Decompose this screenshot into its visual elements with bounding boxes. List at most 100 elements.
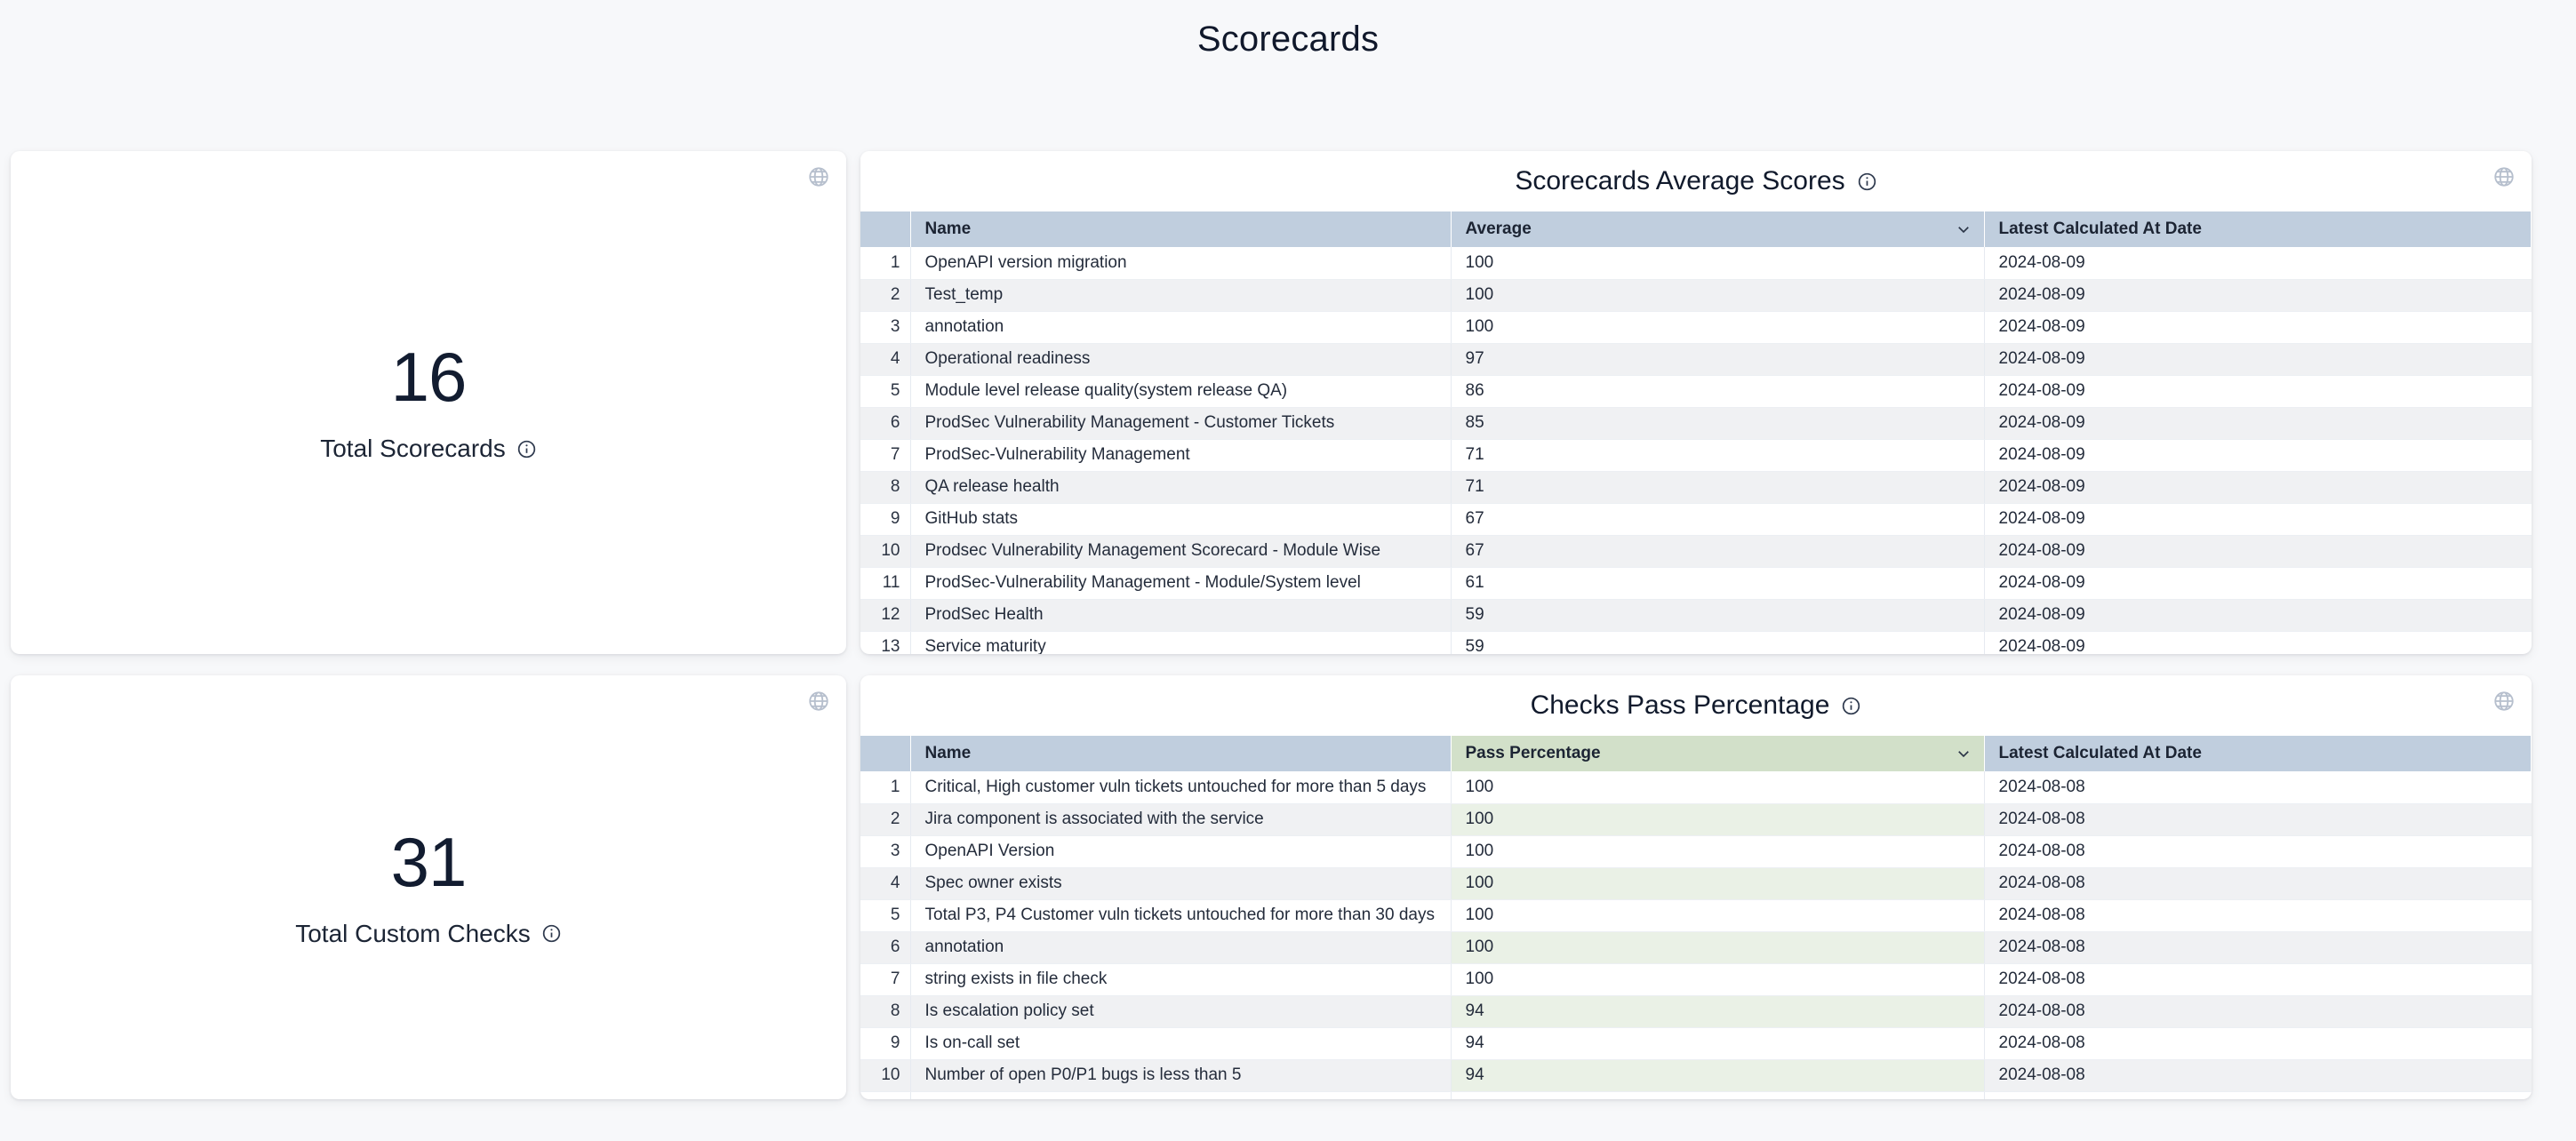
cell-date: 2024-08-08 — [1984, 963, 2532, 996]
cell-name: string exists in file check — [910, 963, 1452, 996]
kpi-card-total-custom-checks: 31 Total Custom Checks — [11, 675, 846, 1099]
cell-name: Jira component is associated with the se… — [910, 803, 1452, 836]
cell-date: 2024-08-09 — [1984, 343, 2532, 376]
table-row[interactable]: 2 Jira component is associated with the s… — [860, 803, 2532, 836]
cell-value: 85 — [1451, 407, 1985, 440]
row-index: 1 — [860, 247, 911, 280]
row-index: 5 — [860, 899, 911, 932]
kpi-label-row: Total Custom Checks — [295, 920, 562, 948]
cell-name: GitHub stats — [910, 503, 1452, 536]
column-header-latest-calculated-at-date[interactable]: Latest Calculated At Date — [1984, 736, 2532, 771]
cell-date: 2024-08-09 — [1984, 279, 2532, 312]
cell-value: 71 — [1451, 471, 1985, 504]
info-icon[interactable] — [516, 439, 537, 459]
cell-date: 2024-08-08 — [1984, 1059, 2532, 1092]
cell-date: 2024-08-08 — [1984, 771, 2532, 804]
table-row[interactable]: 10 Number of open P0/P1 bugs is less than… — [860, 1059, 2532, 1092]
cell-name: Is escalation policy set — [910, 995, 1452, 1028]
row-index: 5 — [860, 375, 911, 408]
table-row[interactable]: 8 Is escalation policy set 94 2024-08-08 — [860, 995, 2532, 1028]
cell-name: Number of open P0/P1 bugs is less than 5 — [910, 1059, 1452, 1092]
cell-date: 2024-08-09 — [1984, 631, 2532, 654]
cell-value: 59 — [1451, 599, 1985, 632]
table-row[interactable]: 7 string exists in file check 100 2024-08-0… — [860, 963, 2532, 996]
info-icon[interactable] — [1841, 696, 1861, 716]
table-card-checks-pass-percentage: Checks Pass Percentage Name — [860, 675, 2532, 1099]
table-row[interactable]: 1 OpenAPI version migration 100 2024-08-09 — [860, 247, 2532, 280]
cell-date: 2024-08-09 — [1984, 567, 2532, 600]
row-index: 2 — [860, 279, 911, 312]
globe-icon[interactable] — [2491, 688, 2517, 714]
info-icon[interactable] — [541, 923, 562, 944]
row-index: 6 — [860, 931, 911, 964]
globe-icon[interactable] — [805, 688, 832, 714]
kpi-value: 16 — [390, 338, 468, 416]
cell-value: 100 — [1451, 867, 1985, 900]
cell-name: annotation — [910, 931, 1452, 964]
row-index: 10 — [860, 535, 911, 568]
kpi-value: 31 — [390, 822, 468, 901]
table-row[interactable]: 9 Is on-call set 94 2024-08-08 — [860, 1027, 2532, 1060]
chevron-down-icon[interactable] — [1956, 746, 1972, 762]
table-row[interactable]: 5 Total P3, P4 Customer vuln tickets unto… — [860, 899, 2532, 932]
cell-name: OpenAPI version migration — [910, 247, 1452, 280]
table-row[interactable]: 2 Test_temp 100 2024-08-09 — [860, 279, 2532, 312]
cell-value: 71 — [1451, 439, 1985, 472]
table-card-header: Checks Pass Percentage — [860, 675, 2532, 736]
row-index: 9 — [860, 503, 911, 536]
cell-value: 94 — [1451, 1059, 1985, 1092]
table-card-scorecards-average-scores: Scorecards Average Scores Name — [860, 151, 2532, 654]
row-index: 11 — [860, 567, 911, 600]
row-index: 3 — [860, 835, 911, 868]
info-icon[interactable] — [1857, 172, 1877, 192]
page-title: Scorecards — [1196, 20, 1380, 59]
table-scroll-region[interactable]: Name Pass Percentage Latest Calculated A… — [860, 736, 2532, 1099]
row-index: 11 — [860, 1091, 911, 1099]
table-row[interactable]: 3 annotation 100 2024-08-09 — [860, 311, 2532, 344]
cell-value: 100 — [1451, 835, 1985, 868]
table-body: 1 OpenAPI version migration 100 2024-08-09 2… — [860, 247, 2532, 654]
table-row[interactable]: 13 Service maturity 59 2024-08-09 — [860, 631, 2532, 654]
cell-name: annotation — [910, 311, 1452, 344]
globe-icon[interactable] — [2491, 164, 2517, 190]
cell-date: 2024-08-09 — [1984, 439, 2532, 472]
row-index: 4 — [860, 867, 911, 900]
column-header-average[interactable]: Average — [1451, 211, 1985, 247]
cell-name: Service maturity — [910, 631, 1452, 654]
cell-date: 2024-08-08 — [1984, 899, 2532, 932]
table-row[interactable]: 6 ProdSec Vulnerability Management - Cust… — [860, 407, 2532, 440]
table-row[interactable]: 11Pagerduty is setup942024-08-08 — [860, 1091, 2532, 1099]
table-row[interactable]: 6 annotation 100 2024-08-08 — [860, 931, 2532, 964]
table-row[interactable]: 4 Spec owner exists 100 2024-08-08 — [860, 867, 2532, 900]
row-index: 7 — [860, 963, 911, 996]
table-row[interactable]: 8 QA release health 71 2024-08-09 — [860, 471, 2532, 504]
column-header-name[interactable]: Name — [910, 211, 1452, 247]
cell-name: Spec owner exists — [910, 867, 1452, 900]
table-row[interactable]: 9 GitHub stats 67 2024-08-09 — [860, 503, 2532, 536]
kpi-label: Total Scorecards — [320, 435, 506, 462]
cell-value: 94 — [1451, 995, 1985, 1028]
globe-icon[interactable] — [805, 164, 832, 190]
column-header-pass-percentage[interactable]: Pass Percentage — [1451, 736, 1985, 771]
cell-value: 59 — [1451, 631, 1985, 654]
chevron-down-icon[interactable] — [1956, 221, 1972, 237]
table-row[interactable]: 5 Module level release quality(system rel… — [860, 375, 2532, 408]
column-header-name[interactable]: Name — [910, 736, 1452, 771]
column-header-latest-calculated-at-date[interactable]: Latest Calculated At Date — [1984, 211, 2532, 247]
cell-value: 100 — [1451, 963, 1985, 996]
cell-value: 61 — [1451, 567, 1985, 600]
cell-date: 2024-08-08 — [1984, 1091, 2532, 1099]
table-row[interactable]: 1 Critical, High customer vuln tickets un… — [860, 771, 2532, 804]
cell-value: 94 — [1451, 1027, 1985, 1060]
table-row[interactable]: 4 Operational readiness 97 2024-08-09 — [860, 343, 2532, 376]
row-index: 13 — [860, 631, 911, 654]
table-row[interactable]: 7 ProdSec-Vulnerability Management 71 2024-… — [860, 439, 2532, 472]
cell-name: ProdSec-Vulnerability Management — [910, 439, 1452, 472]
table-row[interactable]: 12 ProdSec Health 59 2024-08-09 — [860, 599, 2532, 632]
table-scroll-region[interactable]: Name Average Latest Calculated At Date — [860, 211, 2532, 654]
table-row[interactable]: 10 Prodsec Vulnerability Management Score… — [860, 535, 2532, 568]
table-row[interactable]: 11 ProdSec-Vulnerability Management - Mod… — [860, 567, 2532, 600]
cell-date: 2024-08-09 — [1984, 311, 2532, 344]
table-row[interactable]: 3 OpenAPI Version 100 2024-08-08 — [860, 835, 2532, 868]
